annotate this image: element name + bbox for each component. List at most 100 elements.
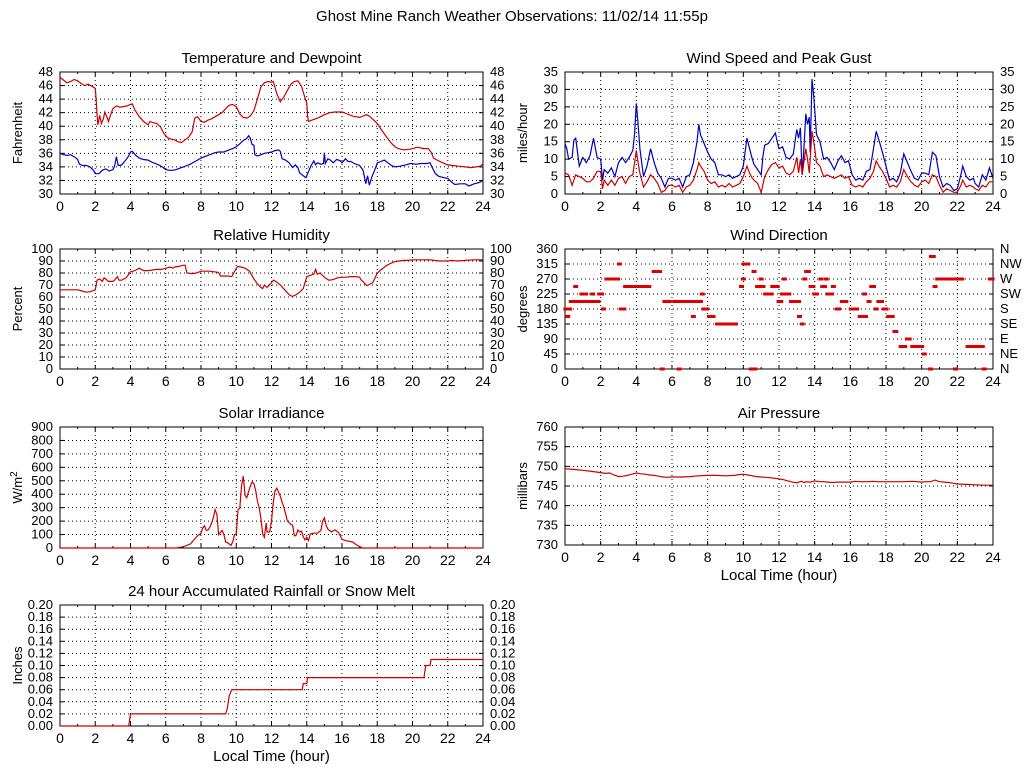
y-tick-label: 20: [544, 116, 558, 131]
y-tick-label: 0.04: [28, 694, 53, 709]
y-tick-label: 42: [39, 105, 53, 120]
y-tick-label-right: 34: [490, 159, 504, 174]
y-tick-label-right: E: [1000, 331, 1009, 346]
x-tick-label: 14: [807, 373, 823, 389]
y-tick-label: 40: [39, 313, 53, 328]
y-tick-label-right: 0.08: [490, 670, 515, 685]
y-tick-label: 80: [39, 265, 53, 280]
x-tick-label: 22: [440, 730, 456, 746]
x-tick-label: 10: [228, 730, 244, 746]
x-tick-label: 8: [197, 198, 205, 214]
x-tick-label: 16: [843, 373, 859, 389]
y-tick-label: 48: [39, 64, 53, 79]
y-tick-label-right: 20: [490, 337, 504, 352]
x-tick-label: 2: [597, 198, 605, 214]
y-tick-label-right: NW: [1000, 256, 1022, 271]
dewpoint-series-line: [59, 134, 484, 187]
y-tick-label-right: 46: [490, 78, 504, 93]
chart-title: Wind Speed and Peak Gust: [686, 50, 872, 67]
x-tick-label: 0: [56, 730, 64, 746]
y-tick-label: 70: [39, 277, 53, 292]
solar-irradiance-series-line: [60, 475, 483, 549]
y-tick-label: 0: [551, 361, 558, 376]
x-tick-label: 10: [228, 373, 244, 389]
y-tick-label-right: 70: [490, 277, 504, 292]
y-tick-label-right: 60: [490, 289, 504, 304]
accumulated-rainfall-series-line: [60, 658, 483, 727]
x-tick-label: 14: [299, 373, 315, 389]
x-tick-label: 10: [228, 552, 244, 568]
x-tick-label: 2: [91, 552, 99, 568]
x-tick-label: 22: [440, 552, 456, 568]
y-tick-label: 0: [46, 361, 53, 376]
x-tick-label: 16: [843, 198, 859, 214]
y-tick-label: 745: [536, 478, 558, 493]
x-axis-label: Local Time (hour): [721, 567, 838, 584]
y-tick-label-right: 0.12: [490, 645, 515, 660]
x-tick-label: 12: [771, 373, 787, 389]
y-tick-label: 0.02: [28, 706, 53, 721]
x-tick-label: 20: [405, 552, 421, 568]
y-tick-label-right: 0.18: [490, 609, 515, 624]
x-tick-label: 16: [334, 730, 350, 746]
x-tick-label: 24: [985, 373, 1001, 389]
y-axis-label: millibars: [515, 462, 530, 510]
y-tick-label-right: 38: [490, 132, 504, 147]
y-tick-label-right: 0: [1000, 186, 1007, 201]
x-tick-label: 8: [704, 198, 712, 214]
x-tick-label: 16: [843, 549, 859, 565]
x-tick-label: 20: [405, 730, 421, 746]
y-tick-label: 60: [39, 289, 53, 304]
y-tick-label-right: 20: [1000, 116, 1014, 131]
x-tick-label: 10: [228, 198, 244, 214]
x-tick-label: 24: [985, 549, 1001, 565]
x-tick-label: 18: [878, 198, 894, 214]
x-tick-label: 4: [127, 552, 135, 568]
y-tick-label: 0.20: [28, 597, 53, 612]
x-tick-label: 4: [632, 549, 640, 565]
x-tick-label: 20: [914, 549, 930, 565]
x-tick-label: 18: [878, 373, 894, 389]
y-tick-label: 40: [39, 118, 53, 133]
x-tick-label: 18: [878, 549, 894, 565]
x-tick-label: 18: [369, 552, 385, 568]
x-tick-label: 14: [299, 552, 315, 568]
y-axis-label: W/m2: [9, 471, 25, 504]
x-tick-label: 12: [264, 198, 280, 214]
temperature-series-line: [59, 76, 484, 169]
y-axis-label: Percent: [10, 286, 25, 331]
x-tick-label: 18: [369, 198, 385, 214]
y-tick-label: 700: [31, 446, 53, 461]
x-tick-label: 6: [162, 552, 170, 568]
x-tick-label: 10: [736, 198, 752, 214]
y-tick-label: 0.18: [28, 609, 53, 624]
y-tick-label-right: 0.10: [490, 658, 515, 673]
x-tick-label: 24: [475, 373, 491, 389]
y-tick-label: 0: [46, 540, 53, 555]
wind-direction-points: [563, 255, 995, 371]
y-tick-label: 740: [536, 498, 558, 513]
page-title: Ghost Mine Ranch Weather Observations: 1…: [316, 8, 708, 25]
x-tick-label: 22: [950, 549, 966, 565]
y-tick-label: 30: [39, 186, 53, 201]
y-axis-label: degrees: [515, 285, 530, 332]
y-tick-label-right: N: [1000, 361, 1009, 376]
y-tick-label: 135: [536, 316, 558, 331]
y-tick-label: 760: [536, 419, 558, 434]
x-tick-label: 16: [334, 373, 350, 389]
y-tick-label-right: 0.20: [490, 597, 515, 612]
y-tick-label-right: 40: [490, 118, 504, 133]
y-tick-label-right: 10: [490, 349, 504, 364]
y-tick-label: 25: [544, 99, 558, 114]
y-tick-label: 0: [551, 186, 558, 201]
relative-humidity-series-line: [60, 259, 483, 298]
x-tick-label: 16: [334, 198, 350, 214]
y-tick-label: 315: [536, 256, 558, 271]
y-tick-label: 30: [39, 325, 53, 340]
x-tick-label: 12: [771, 198, 787, 214]
y-tick-label: 50: [39, 301, 53, 316]
